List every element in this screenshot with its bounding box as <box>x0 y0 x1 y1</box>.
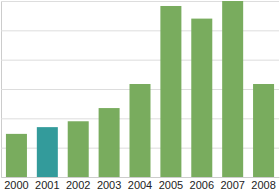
plot: 2000 2001 2002 2003 2004 2005 2006 2007 2008 <box>1 1 280 191</box>
x-tick-label: 2003 <box>97 179 121 191</box>
x-tick-label: 2000 <box>4 179 28 191</box>
x-tick: 2004 <box>128 179 152 191</box>
bar <box>6 134 27 177</box>
bars <box>6 1 274 177</box>
x-tick-label: 2008 <box>251 179 275 191</box>
x-tick: 2000 <box>4 179 28 191</box>
x-tick-label: 2004 <box>128 179 152 191</box>
x-tick: 2003 <box>97 179 121 191</box>
bar <box>222 1 243 177</box>
bar <box>253 84 274 177</box>
x-tick-label: 2002 <box>66 179 90 191</box>
x-tick-label: 2001 <box>35 179 59 191</box>
x-tick: 2001 <box>35 179 59 191</box>
bar <box>160 6 181 177</box>
bar <box>99 108 120 177</box>
bar <box>191 19 212 177</box>
x-tick-label: 2007 <box>220 179 244 191</box>
x-tick: 2002 <box>66 179 90 191</box>
x-tick: 2008 <box>251 179 275 191</box>
chart: 2000 2001 2002 2003 2004 2005 2006 2007 2008 <box>0 0 280 195</box>
y-axis-line <box>2 2 280 178</box>
x-tick: 2006 <box>190 179 214 191</box>
bar <box>68 121 89 177</box>
bar <box>129 84 150 177</box>
y-axis <box>1 2 279 178</box>
x-tick-label: 2005 <box>159 179 183 191</box>
x-tick: 2005 <box>159 179 183 191</box>
x-tick-label: 2006 <box>190 179 214 191</box>
x-tick: 2007 <box>220 179 244 191</box>
bar <box>37 127 58 177</box>
x-axis: 2000 2001 2002 2003 2004 2005 2006 2007 2008 <box>2 178 280 191</box>
